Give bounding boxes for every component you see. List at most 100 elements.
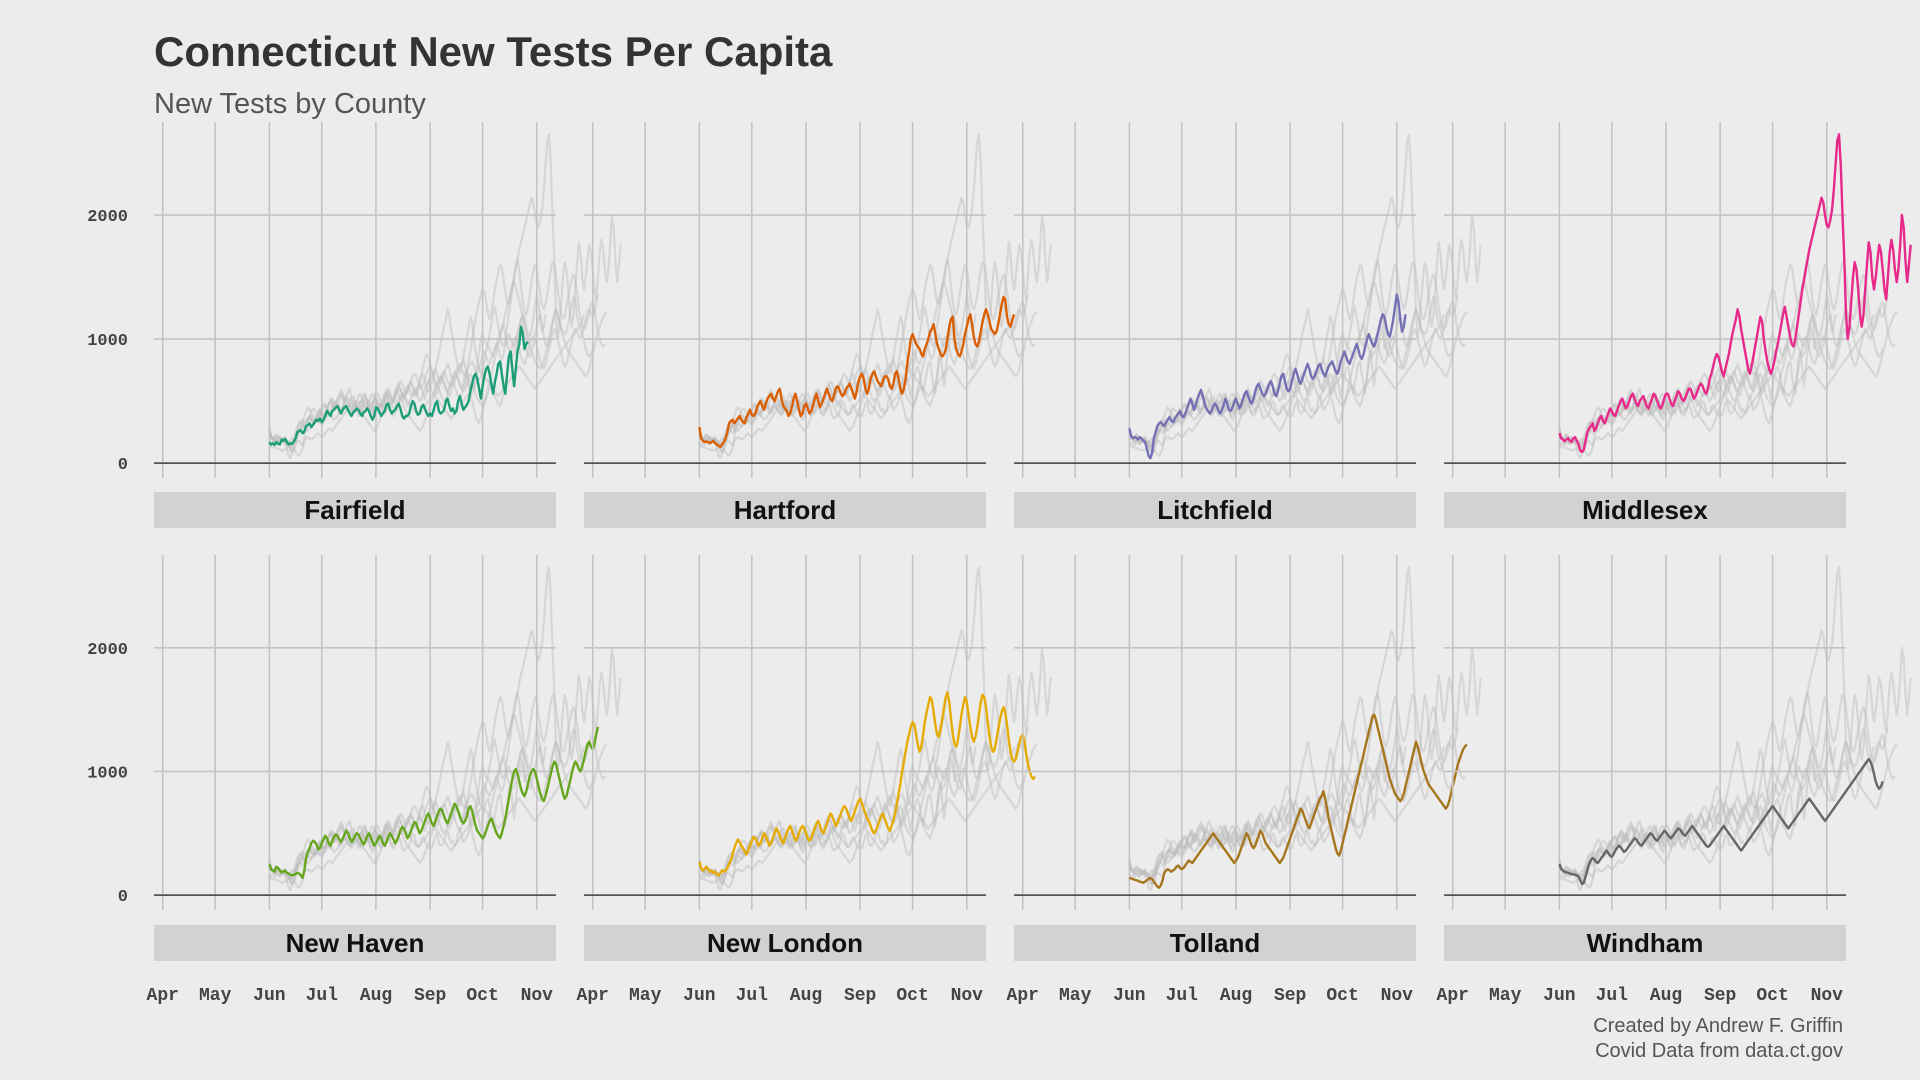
strip-label-hartford: Hartford xyxy=(734,495,837,525)
x-tick-label-nov: Nov xyxy=(1381,986,1414,1006)
series-line-litchfield xyxy=(1128,293,1407,460)
series-line-windham-context xyxy=(268,325,594,454)
series-line-new-london xyxy=(698,691,1036,877)
series-line-litchfield-context xyxy=(268,293,547,460)
series-line-middlesex-context xyxy=(1558,566,1912,886)
series-line-middlesex xyxy=(1558,133,1912,454)
caption-credit: Created by Andrew F. Griffin xyxy=(1593,1015,1843,1037)
series-line-tolland-context xyxy=(698,713,1038,889)
series-line-hartford-context xyxy=(698,728,1016,881)
x-tick-label-aug: Aug xyxy=(1650,986,1682,1006)
x-tick-label-sep: Sep xyxy=(1704,986,1736,1006)
series-line-fairfield-context xyxy=(698,757,959,879)
series-line-windham-context xyxy=(698,757,1024,886)
x-tick-label-sep: Sep xyxy=(414,986,446,1006)
x-tick-label-apr: Apr xyxy=(1437,986,1469,1006)
series-line-windham-context xyxy=(698,325,1024,454)
strip-label-fairfield: Fairfield xyxy=(304,495,405,525)
strip-hartford xyxy=(584,492,986,528)
x-tick-label-oct: Oct xyxy=(896,986,928,1006)
strip-litchfield xyxy=(1014,492,1416,528)
series-line-fairfield-context xyxy=(1128,325,1389,447)
panel-litchfield: Litchfield xyxy=(1014,122,1482,528)
strip-windham xyxy=(1444,925,1846,961)
series-line-windham-context xyxy=(1558,325,1884,454)
series-line-windham-context xyxy=(268,757,594,886)
x-tick-label-jul: Jul xyxy=(1166,986,1199,1006)
series-line-new-london-context xyxy=(268,258,606,445)
chart-subtitle: New Tests by County xyxy=(154,88,426,120)
x-tick-label-may: May xyxy=(1059,986,1092,1006)
x-tick-label-apr: Apr xyxy=(147,986,179,1006)
x-tick-label-apr: Apr xyxy=(577,986,609,1006)
chart-title: Connecticut New Tests Per Capita xyxy=(154,28,833,75)
panel-middlesex: Middlesex xyxy=(1444,122,1912,528)
strip-label-windham: Windham xyxy=(1587,928,1704,958)
series-line-middlesex-context xyxy=(268,133,622,454)
strip-label-litchfield: Litchfield xyxy=(1157,495,1273,525)
facet-panels: Fairfield 0 1000 2000 Hartford Litchfield Midd… xyxy=(87,122,1912,1006)
series-line-new-haven xyxy=(268,726,600,879)
x-tick-label-sep: Sep xyxy=(1274,986,1306,1006)
series-line-litchfield-context xyxy=(1558,725,1837,892)
panel-windham: Windham Apr May Jun Jul Aug Sep Oct Nov xyxy=(1437,555,1912,1006)
series-line-middlesex-context xyxy=(1128,566,1482,886)
x-tick-label-jun: Jun xyxy=(683,986,715,1006)
y-tick-label-1000: 1000 xyxy=(87,332,128,351)
series-line-new-haven-context xyxy=(1128,294,1459,447)
strip-tolland xyxy=(1014,925,1416,961)
x-tick-label-sep: Sep xyxy=(844,986,876,1006)
series-line-hartford-context xyxy=(268,728,586,881)
series-line-new-london-context xyxy=(698,258,1036,445)
y-tick-label-0: 0 xyxy=(118,456,128,475)
x-tick-label-nov: Nov xyxy=(1811,986,1844,1006)
panel-new-haven: New Haven 0 1000 2000 Apr May Jun Jul Aug Sep Oct N… xyxy=(87,555,622,1006)
series-line-hartford xyxy=(698,295,1016,449)
x-tick-label-jul: Jul xyxy=(306,986,339,1006)
strip-new-haven xyxy=(154,925,556,961)
x-tick-label-aug: Aug xyxy=(1220,986,1252,1006)
y-tick-label-0: 0 xyxy=(118,888,128,907)
series-line-litchfield-context xyxy=(1128,725,1407,892)
x-tick-label-may: May xyxy=(1489,986,1522,1006)
series-line-new-london-context xyxy=(1558,691,1896,877)
panel-fairfield: Fairfield 0 1000 2000 xyxy=(87,122,622,528)
x-tick-label-oct: Oct xyxy=(466,986,498,1006)
series-line-fairfield-context xyxy=(1558,325,1819,447)
panel-tolland: Tolland Apr May Jun Jul Aug Sep Oct Nov xyxy=(1007,555,1482,1006)
series-line-windham-context xyxy=(1128,757,1454,886)
y-tick-label-1000: 1000 xyxy=(87,764,128,783)
x-tick-label-oct: Oct xyxy=(1756,986,1788,1006)
panel-new-london: New London Apr May Jun Jul Aug Sep Oct Nov xyxy=(577,555,1052,1006)
x-tick-label-jun: Jun xyxy=(1543,986,1575,1006)
series-line-new-london-context xyxy=(1128,258,1466,445)
series-line-middlesex-context xyxy=(698,566,1052,886)
y-tick-label-2000: 2000 xyxy=(87,208,128,227)
series-line-new-haven-context xyxy=(1558,294,1889,447)
x-tick-label-nov: Nov xyxy=(951,986,984,1006)
x-tick-label-may: May xyxy=(629,986,662,1006)
x-tick-label-jun: Jun xyxy=(1113,986,1145,1006)
series-line-fairfield-context xyxy=(698,325,959,447)
series-line-windham-context xyxy=(1128,325,1454,454)
strip-new-london xyxy=(584,925,986,961)
x-tick-label-aug: Aug xyxy=(360,986,392,1006)
strip-middlesex xyxy=(1444,492,1846,528)
series-line-hartford-context xyxy=(1558,728,1876,881)
series-line-tolland-context xyxy=(1558,280,1898,457)
strip-label-tolland: Tolland xyxy=(1170,928,1261,958)
x-tick-label-may: May xyxy=(199,986,232,1006)
series-line-hartford-context xyxy=(268,295,586,449)
series-line-new-haven-context xyxy=(698,294,1029,447)
x-tick-label-apr: Apr xyxy=(1007,986,1039,1006)
x-tick-label-nov: Nov xyxy=(521,986,554,1006)
series-line-tolland-context xyxy=(1558,713,1898,889)
series-line-tolland xyxy=(1128,713,1468,889)
strip-label-new-london: New London xyxy=(707,928,863,958)
series-line-hartford-context xyxy=(1558,295,1876,449)
x-tick-label-aug: Aug xyxy=(790,986,822,1006)
caption-source: Covid Data from data.ct.gov xyxy=(1595,1040,1843,1062)
y-tick-label-2000: 2000 xyxy=(87,641,128,660)
